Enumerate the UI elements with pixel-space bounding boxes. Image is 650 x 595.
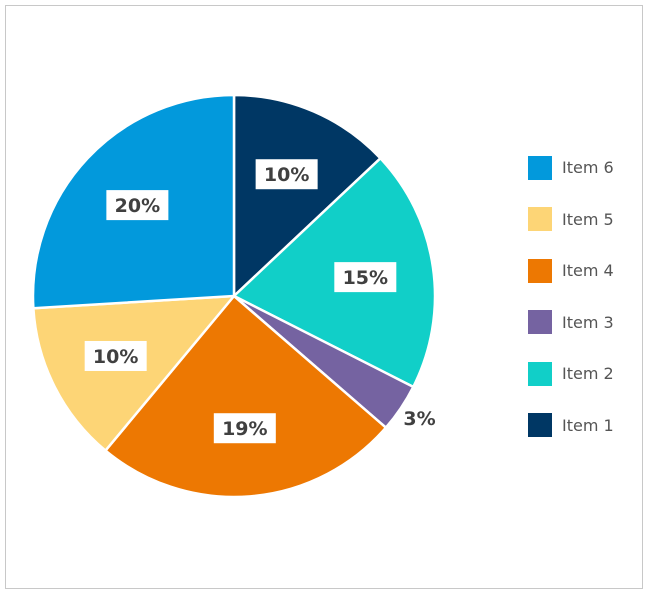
legend-swatch [528, 361, 552, 386]
data-label-box [334, 262, 397, 293]
data-label-box [255, 159, 318, 190]
legend-label: Item 3 [562, 312, 614, 332]
data-label-box [84, 340, 147, 371]
legend-swatch [528, 207, 552, 232]
legend-label: Item 4 [562, 261, 614, 281]
data-label-text: 15% [343, 267, 388, 289]
data-label-text: 10% [93, 346, 138, 368]
legend-item-item-5: Item 5 [528, 207, 614, 232]
legend-swatch [528, 155, 552, 180]
data-label-item-1: 10% [255, 159, 318, 190]
data-label-text: 19% [222, 418, 267, 440]
legend-label: Item 2 [562, 364, 614, 384]
legend-item-item-4: Item 4 [528, 258, 614, 283]
legend-item-item-2: Item 2 [528, 361, 614, 386]
data-label-item-5: 10% [84, 340, 147, 371]
data-label-item-3: 3% [403, 408, 435, 430]
legend-swatch [528, 310, 552, 335]
legend-item-item-6: Item 6 [528, 155, 614, 180]
data-label-text: 10% [264, 164, 309, 186]
chart-legend: Item 6 Item 5 Item 4 Item 3 Item 2 Item 1 [528, 155, 614, 465]
data-label-item-6: 20% [106, 190, 169, 221]
legend-swatch [528, 258, 552, 283]
pie-slice-item-5 [32, 294, 236, 452]
legend-label: Item 5 [562, 209, 614, 229]
data-label-box [106, 190, 169, 221]
pie-slice-item-1 [232, 93, 382, 298]
legend-label: Item 6 [562, 158, 614, 177]
data-label-box [213, 413, 276, 444]
pie-slice-item-4 [104, 294, 388, 499]
legend-item-item-1: Item 1 [528, 413, 614, 438]
legend-label: Item 1 [562, 415, 614, 435]
data-label-item-4: 19% [213, 413, 276, 444]
data-label-text: 3% [403, 408, 435, 430]
legend-swatch [528, 413, 552, 438]
legend-item-item-3: Item 3 [528, 310, 614, 335]
data-label-text: 20% [115, 195, 160, 217]
data-label-item-2: 15% [334, 262, 397, 293]
